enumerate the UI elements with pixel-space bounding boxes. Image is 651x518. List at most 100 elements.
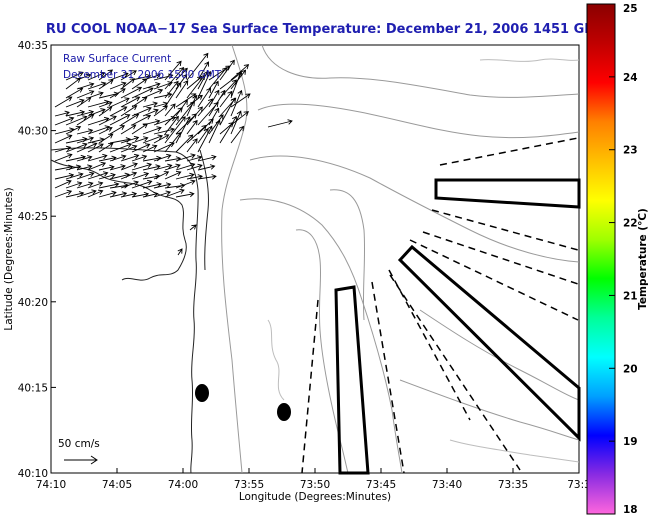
x-tick-label: 73:45 — [366, 479, 396, 491]
current-vector — [87, 171, 109, 180]
current-vector — [131, 154, 148, 162]
current-vector — [175, 67, 188, 81]
current-vector — [54, 116, 75, 126]
current-vector — [164, 107, 183, 126]
station-marker — [195, 384, 209, 402]
current-vector — [76, 171, 95, 180]
colorbar — [586, 3, 616, 515]
current-vector — [164, 116, 186, 144]
current-vector — [76, 181, 94, 189]
current-vector — [65, 98, 85, 108]
current-vector — [131, 162, 153, 171]
colorbar-tick-label: 21 — [623, 290, 638, 302]
current-vector — [76, 97, 92, 108]
current-vector — [120, 162, 138, 171]
current-vector — [131, 87, 154, 99]
current-vector — [87, 189, 104, 198]
current-vector — [120, 113, 140, 126]
current-vector — [219, 97, 236, 126]
coastline-spit — [199, 149, 209, 271]
current-vector — [120, 78, 136, 90]
transect-lines — [301, 137, 579, 474]
current-vector — [131, 123, 149, 135]
current-vector — [230, 93, 251, 108]
current-vector — [153, 163, 173, 171]
current-vector — [109, 106, 128, 117]
current-vector — [230, 110, 242, 135]
current-vector — [54, 153, 73, 162]
y-tick-label: 40:10 — [18, 468, 48, 480]
current-vector — [164, 115, 179, 135]
colorbar-ticks: 25 24 23 22 21 20 19 18 — [609, 3, 638, 516]
current-vector — [142, 191, 159, 198]
current-vector — [142, 182, 162, 189]
current-vector — [153, 134, 170, 144]
current-vector — [175, 100, 195, 126]
current-vector — [175, 134, 194, 153]
current-vector — [120, 96, 141, 108]
current-vector — [65, 172, 84, 180]
y-tick-label: 40:30 — [18, 126, 48, 138]
current-vector — [153, 153, 172, 162]
x-tick-label: 73:40 — [432, 479, 462, 491]
current-vector — [230, 89, 243, 117]
colorbar-tick-label: 18 — [623, 504, 638, 516]
current-vector — [98, 126, 113, 135]
current-vector — [131, 143, 151, 153]
current-vector — [98, 181, 120, 189]
current-vector — [87, 161, 107, 171]
current-vector — [142, 88, 164, 99]
current-vector — [65, 181, 83, 189]
current-vector — [76, 113, 95, 126]
current-vector — [120, 191, 138, 198]
current-vector — [142, 101, 158, 108]
current-vector — [197, 70, 209, 90]
coastline-inlet — [50, 159, 187, 281]
y-tick-label: 40:35 — [18, 40, 48, 52]
current-vector — [109, 81, 127, 90]
current-vector — [186, 155, 203, 162]
current-vector — [153, 190, 172, 198]
current-vector — [175, 172, 195, 180]
y-tick-label: 40:25 — [18, 211, 48, 223]
current-vector — [109, 164, 126, 171]
current-vector — [76, 128, 94, 135]
current-vector — [131, 114, 152, 126]
current-vector — [164, 131, 182, 153]
current-vector — [98, 142, 114, 153]
coastline — [50, 147, 199, 474]
current-vector — [164, 171, 182, 180]
x-tick-label: 73:3 — [567, 479, 591, 491]
plot-frame — [50, 44, 580, 474]
current-vector — [65, 142, 88, 153]
current-vector — [76, 136, 95, 144]
current-vector — [197, 70, 212, 99]
y-tick-label: 40:20 — [18, 297, 48, 309]
current-vector — [109, 97, 130, 108]
y-axis-label: Latitude (Degrees:Minutes) — [3, 187, 15, 330]
current-vector — [197, 154, 217, 162]
current-vector — [142, 126, 162, 135]
current-vector — [142, 134, 164, 144]
current-vector — [153, 182, 172, 189]
current-vector — [186, 138, 198, 153]
current-vector — [186, 163, 203, 171]
colorbar-tick-label: 20 — [623, 363, 638, 375]
current-vector — [120, 135, 140, 144]
current-vector — [98, 133, 114, 144]
x-tick-label: 74:10 — [36, 479, 66, 491]
current-vector — [142, 164, 161, 171]
current-vector — [164, 188, 185, 198]
scale-arrow — [64, 455, 98, 465]
current-vector — [109, 154, 127, 162]
current-vector — [65, 109, 86, 117]
current-vector — [65, 164, 82, 171]
current-vector — [164, 103, 176, 117]
current-vector — [54, 110, 70, 117]
current-vector — [175, 162, 196, 171]
current-vector — [98, 172, 116, 180]
current-vector — [109, 72, 129, 81]
current-vector — [219, 79, 237, 99]
current-vector — [54, 145, 72, 153]
